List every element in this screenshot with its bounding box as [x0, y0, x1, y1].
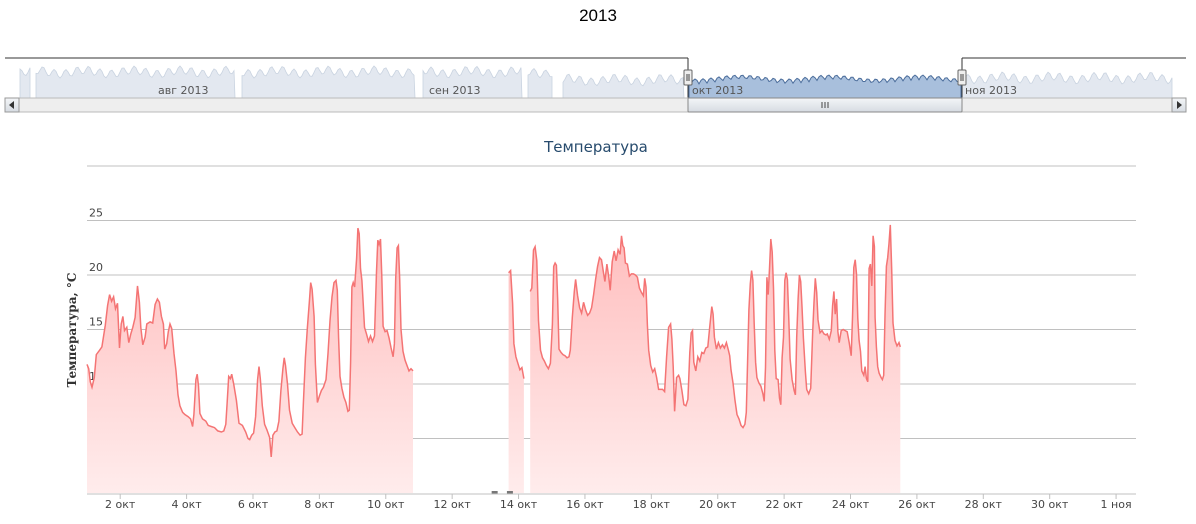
navigator-overview: [5, 58, 1186, 99]
nav-label-aug: авг 2013: [158, 84, 209, 97]
gap-marker: [491, 491, 498, 494]
x-tick-label: 24 окт: [832, 498, 870, 511]
x-axis-ticks: 2 окт 4 окт 6 окт 8 окт 10 окт 12 окт 14 окт 16…: [105, 494, 1132, 511]
gap-marker: [506, 491, 513, 494]
temperature-line: [86, 224, 902, 458]
x-tick-label: 6 окт: [238, 498, 269, 511]
x-tick-label: 14 окт: [500, 498, 538, 511]
temperature-area: [87, 224, 901, 493]
y-tick-label: 25: [89, 207, 103, 220]
scrollbar[interactable]: [4, 97, 1187, 113]
x-tick-label: 22 окт: [765, 498, 803, 511]
data-gap-markers: [491, 491, 513, 494]
drag-handle-icon[interactable]: [957, 69, 967, 86]
x-tick-label: 26 окт: [898, 498, 936, 511]
drag-handle-icon[interactable]: [683, 69, 693, 86]
navigator-selected-range[interactable]: [688, 74, 962, 99]
nav-label-sep: сен 2013: [429, 84, 481, 97]
x-tick-label: 12 окт: [434, 498, 472, 511]
x-tick-label: 1 ноя: [1101, 498, 1132, 511]
x-tick-label: 4 окт: [171, 498, 202, 511]
x-tick-label: 16 окт: [566, 498, 604, 511]
page-title: 2013: [579, 6, 617, 25]
x-tick-label: 2 окт: [105, 498, 136, 511]
x-tick-label: 28 окт: [965, 498, 1003, 511]
x-tick-label: 10 окт: [367, 498, 405, 511]
chart-title: Температура: [543, 138, 648, 156]
arrow-right-icon[interactable]: [1171, 97, 1187, 113]
y-tick-label: 15: [89, 316, 103, 329]
nav-label-nov: ноя 2013: [965, 84, 1017, 97]
y-tick-label: 20: [89, 261, 103, 274]
grip-icon: [821, 102, 829, 108]
arrow-left-icon[interactable]: [4, 97, 20, 113]
x-tick-label: 20 окт: [699, 498, 737, 511]
x-tick-label: 8 окт: [304, 498, 335, 511]
x-tick-label: 18 окт: [633, 498, 671, 511]
nav-label-oct: окт 2013: [692, 84, 743, 97]
y-axis-label: Температура, °C: [65, 273, 79, 388]
navigator[interactable]: авг 2013 сен 2013 окт 2013 ноя 2013: [5, 57, 1186, 99]
scrollbar-track[interactable]: [4, 97, 1187, 113]
x-tick-label: 30 окт: [1031, 498, 1069, 511]
